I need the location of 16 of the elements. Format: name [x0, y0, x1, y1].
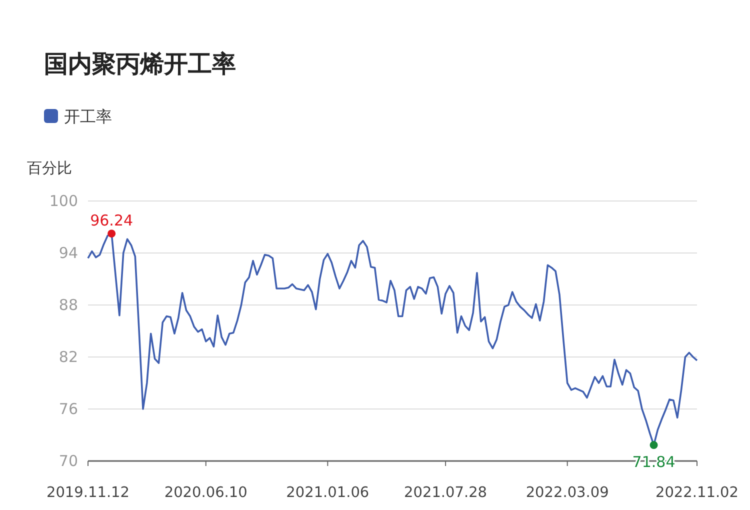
x-tick-label: 2020.06.10	[164, 485, 248, 501]
y-axis-title: 百分比	[27, 159, 72, 177]
x-tick-label: 2022.03.09	[526, 485, 609, 501]
x-tick-label: 2021.01.06	[286, 485, 370, 501]
x-tick-label: 2022.11.02	[655, 485, 739, 501]
y-tick-label: 88	[58, 296, 78, 314]
y-tick-label: 94	[58, 244, 78, 262]
y-tick-label: 100	[49, 192, 78, 210]
legend-label: 开工率	[64, 107, 112, 126]
y-tick-label: 70	[58, 452, 78, 470]
y-tick-label: 76	[58, 400, 78, 418]
x-tick-label: 2021.07.28	[404, 485, 488, 501]
data-label: 96.24	[90, 212, 134, 230]
chart-title: 国内聚丙烯开工率	[44, 50, 236, 78]
y-tick-label: 82	[58, 348, 78, 366]
x-tick-label: 2019.11.12	[46, 485, 130, 501]
